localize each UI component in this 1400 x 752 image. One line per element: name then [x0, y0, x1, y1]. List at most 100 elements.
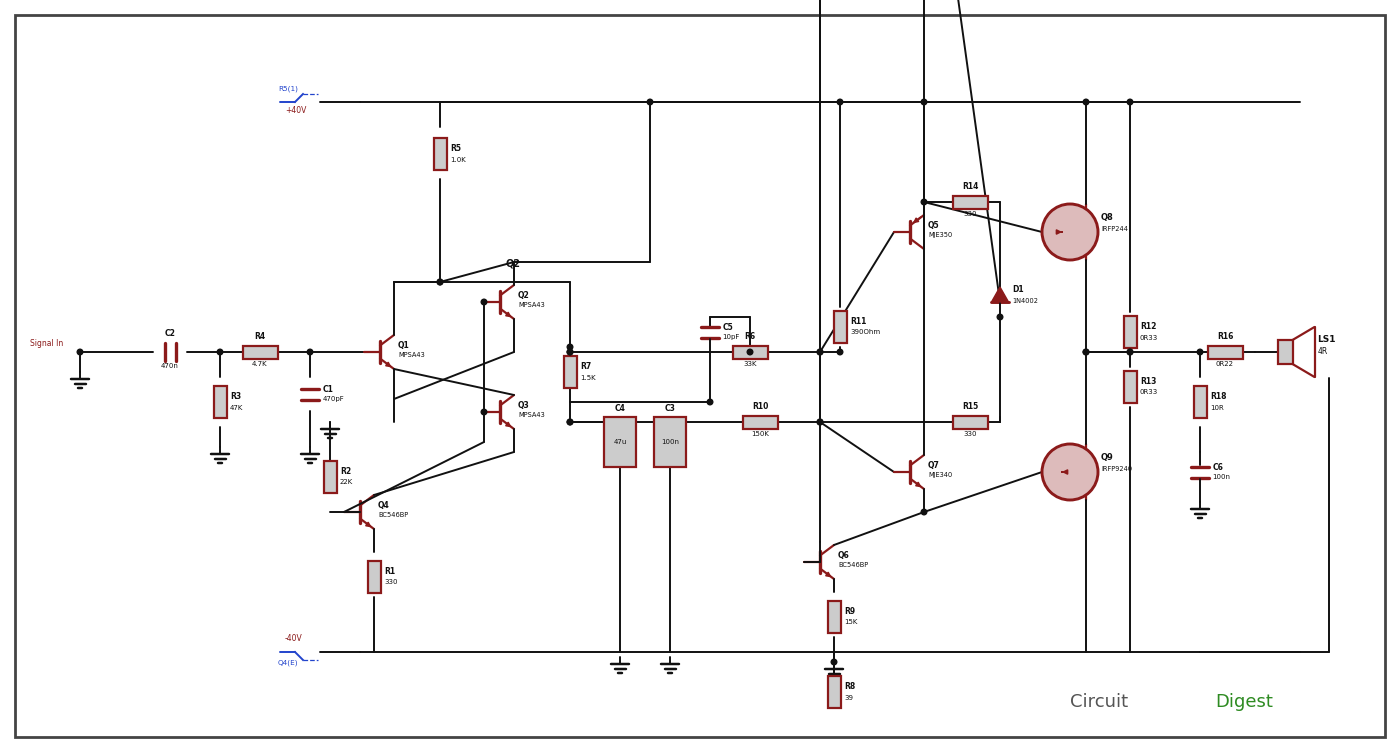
- Circle shape: [921, 509, 927, 515]
- Circle shape: [818, 419, 823, 425]
- Circle shape: [921, 199, 927, 205]
- Circle shape: [482, 299, 487, 305]
- Text: 15K: 15K: [844, 620, 857, 626]
- Circle shape: [837, 99, 843, 105]
- Circle shape: [707, 399, 713, 405]
- Bar: [1123, 371, 1137, 403]
- Text: Q4(E): Q4(E): [279, 659, 298, 666]
- Circle shape: [818, 349, 823, 355]
- Bar: [1193, 386, 1207, 418]
- Circle shape: [1197, 349, 1203, 355]
- Text: R15: R15: [962, 402, 979, 411]
- Text: 330: 330: [963, 211, 977, 217]
- Text: 0R33: 0R33: [1140, 335, 1158, 341]
- Text: 22K: 22K: [340, 480, 353, 486]
- Text: Q6: Q6: [839, 551, 850, 560]
- Circle shape: [567, 349, 573, 355]
- Circle shape: [1127, 99, 1133, 105]
- Circle shape: [832, 660, 837, 665]
- Text: 470n: 470n: [161, 363, 179, 369]
- Circle shape: [567, 344, 573, 350]
- Bar: [827, 601, 840, 633]
- Text: 0R22: 0R22: [1217, 361, 1233, 367]
- Text: Q7: Q7: [928, 461, 939, 470]
- Text: C5: C5: [722, 323, 734, 332]
- Text: R2: R2: [340, 467, 351, 476]
- Text: 330: 330: [384, 580, 398, 586]
- Circle shape: [997, 314, 1002, 320]
- Text: 1N4002: 1N4002: [1012, 298, 1037, 304]
- Text: MPSA43: MPSA43: [398, 352, 424, 358]
- Text: 10pF: 10pF: [722, 334, 739, 340]
- Circle shape: [1042, 444, 1098, 500]
- Text: R4: R4: [255, 332, 266, 341]
- Text: Q4: Q4: [378, 501, 389, 510]
- Circle shape: [1084, 349, 1089, 355]
- Text: 150K: 150K: [750, 431, 769, 437]
- Text: R10: R10: [752, 402, 769, 411]
- Bar: [1123, 316, 1137, 348]
- Circle shape: [437, 279, 442, 285]
- Text: R5: R5: [449, 144, 461, 153]
- Circle shape: [818, 419, 823, 425]
- Text: 47K: 47K: [230, 405, 244, 411]
- Text: -40V: -40V: [286, 634, 302, 643]
- Text: Q9: Q9: [1100, 453, 1114, 462]
- Circle shape: [1127, 349, 1133, 355]
- Text: MJE340: MJE340: [928, 472, 952, 478]
- Bar: [563, 356, 577, 388]
- Circle shape: [217, 349, 223, 355]
- Text: BC546BP: BC546BP: [839, 562, 868, 568]
- Text: 47u: 47u: [613, 439, 627, 445]
- Text: R13: R13: [1140, 377, 1156, 386]
- Text: R3: R3: [230, 392, 241, 401]
- Text: 4R: 4R: [1317, 347, 1327, 356]
- Text: R12: R12: [1140, 322, 1156, 331]
- Text: 1.5K: 1.5K: [580, 374, 595, 381]
- Circle shape: [1084, 99, 1089, 105]
- Circle shape: [567, 419, 573, 425]
- Text: D1: D1: [1012, 285, 1023, 294]
- Text: Q8: Q8: [1100, 213, 1114, 222]
- Text: +40V: +40V: [286, 106, 307, 115]
- Text: C2: C2: [165, 329, 175, 338]
- Text: R5(1): R5(1): [279, 85, 298, 92]
- Bar: [952, 196, 987, 208]
- Text: Q5: Q5: [928, 221, 939, 230]
- Text: 1.0K: 1.0K: [449, 156, 466, 162]
- Circle shape: [837, 349, 843, 355]
- Bar: [1207, 345, 1243, 359]
- Text: Q2: Q2: [518, 291, 529, 300]
- Bar: [833, 311, 847, 343]
- Circle shape: [1042, 204, 1098, 260]
- Text: C1: C1: [322, 384, 333, 393]
- Circle shape: [818, 349, 823, 355]
- Bar: [213, 386, 227, 418]
- Text: R14: R14: [962, 182, 979, 191]
- Text: 390Ohm: 390Ohm: [850, 329, 881, 335]
- Text: C3: C3: [665, 404, 675, 413]
- Bar: [242, 345, 277, 359]
- Circle shape: [482, 409, 487, 415]
- Text: 470pF: 470pF: [322, 396, 344, 402]
- Circle shape: [1084, 349, 1089, 355]
- Text: 33K: 33K: [743, 361, 757, 367]
- Bar: [742, 416, 777, 429]
- Text: Circuit: Circuit: [1070, 693, 1128, 711]
- Text: 100n: 100n: [1212, 474, 1231, 480]
- Text: R9: R9: [844, 607, 855, 616]
- Text: MJE350: MJE350: [928, 232, 952, 238]
- Circle shape: [748, 349, 753, 355]
- Text: Q3: Q3: [518, 401, 529, 410]
- Bar: [654, 417, 686, 467]
- Text: 4.7K: 4.7K: [252, 361, 267, 367]
- Text: R1: R1: [384, 567, 395, 576]
- Text: BC546BP: BC546BP: [378, 512, 409, 518]
- Circle shape: [437, 279, 442, 285]
- Bar: [367, 561, 381, 593]
- Text: 100n: 100n: [661, 439, 679, 445]
- Text: C4: C4: [615, 404, 626, 413]
- Text: R8: R8: [844, 682, 855, 691]
- Text: R11: R11: [850, 317, 867, 326]
- Bar: [952, 416, 987, 429]
